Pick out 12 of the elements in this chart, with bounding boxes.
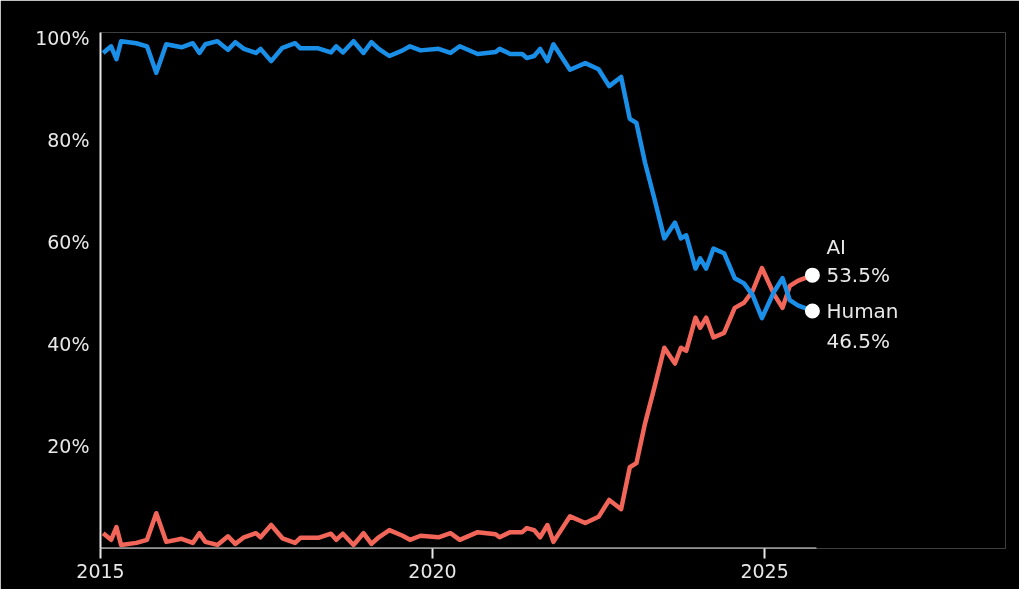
x-tick-label: 2015 bbox=[76, 559, 125, 582]
x-tick-label: 2020 bbox=[408, 559, 457, 582]
y-tick-label: 40% bbox=[47, 333, 90, 356]
series-label: AI bbox=[826, 235, 846, 260]
y-tick-label: 20% bbox=[47, 435, 90, 458]
series-label: Human bbox=[826, 298, 899, 323]
x-tick-label: 2025 bbox=[740, 559, 789, 582]
y-tick-label: 80% bbox=[47, 128, 90, 151]
y-tick-label: 100% bbox=[35, 26, 90, 49]
annotation: 53.5% bbox=[826, 263, 890, 288]
y-tick-label: 60% bbox=[47, 230, 90, 253]
annotation: 46.5% bbox=[826, 328, 890, 353]
